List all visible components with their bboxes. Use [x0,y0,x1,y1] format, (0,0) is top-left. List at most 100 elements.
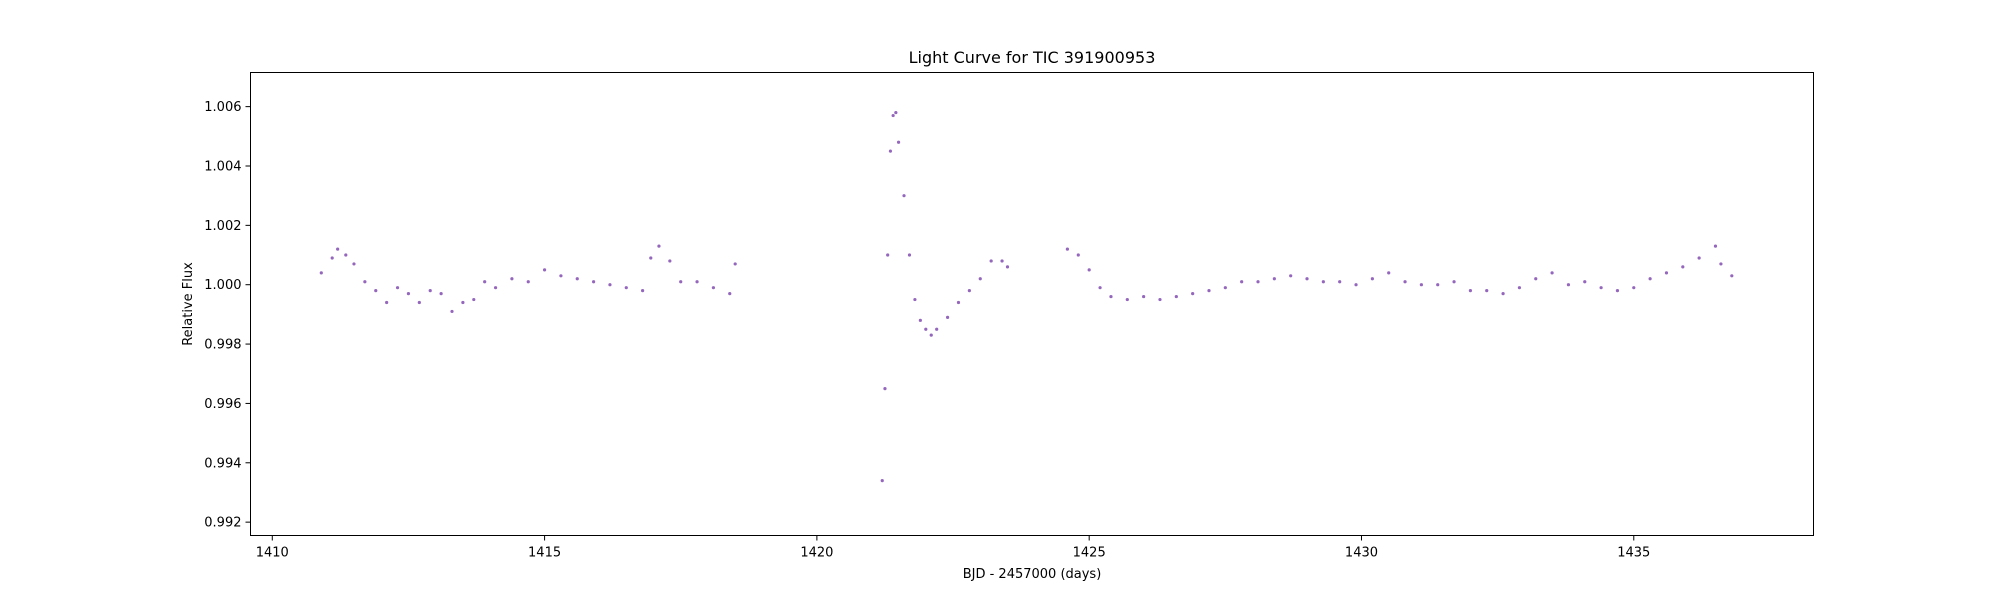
y-tick-label: 0.996 [204,397,241,412]
data-point [1087,268,1091,272]
data-point [1534,277,1538,281]
data-point [891,113,895,118]
data-point [526,280,530,284]
data-point [1305,277,1309,281]
data-point [880,478,884,483]
data-point [1452,280,1456,284]
data-point [711,286,716,290]
x-tick-label: 1435 [1617,546,1650,561]
data-point [1419,283,1423,287]
data-point [1005,265,1010,269]
data-point [1550,271,1554,275]
data-point [902,194,906,198]
data-point [336,247,340,251]
data-point [1125,297,1129,302]
data-point [1289,274,1293,278]
data-point [1338,280,1342,284]
plot-frame [250,72,1814,536]
data-point [510,277,514,281]
y-tick-label: 0.992 [204,516,241,531]
data-point [406,292,411,296]
data-point [1436,283,1440,287]
data-point [1354,283,1358,287]
data-point [967,289,971,293]
x-axis-label: BJD - 2457000 (days) [963,567,1102,582]
data-point [883,386,887,391]
data-point [385,300,389,305]
y-tick-label: 1.002 [204,219,241,234]
data-point [1076,253,1080,257]
data-point [1387,271,1391,275]
data-point [374,289,378,293]
y-tick-label: 1.006 [204,100,241,115]
data-point [641,289,645,293]
data-point [1191,292,1195,296]
data-point [1583,280,1587,284]
data-points [319,110,1734,483]
data-point [417,300,421,305]
data-point [1681,265,1685,269]
data-point [1158,297,1162,302]
data-point [1000,259,1004,263]
y-tick-label: 1.000 [204,278,241,293]
data-point [978,277,982,281]
data-point [668,259,672,263]
data-point [1697,256,1701,260]
data-point [428,289,432,293]
data-point [956,300,961,305]
data-point [918,318,922,322]
y-axis-ticks: 0.992 0.994 0.996 0.998 1.000 1.002 1.004 1.006 [204,100,251,531]
data-point [608,283,612,287]
data-point [649,256,653,260]
data-point [1240,280,1244,284]
x-tick-label: 1415 [528,546,561,561]
chart-title: Light Curve for TIC 391900953 [909,48,1156,67]
data-point [1174,294,1178,299]
data-point [929,333,933,337]
y-tick-label: 0.994 [204,456,241,471]
data-point [1517,286,1522,290]
data-point [1256,280,1260,284]
data-point [894,110,898,115]
data-point [907,253,912,257]
data-point [733,262,737,266]
x-tick-label: 1425 [1073,546,1106,561]
data-point [1370,277,1374,281]
data-point [1065,247,1069,251]
data-point [483,280,487,284]
data-point [1468,289,1472,293]
x-tick-label: 1410 [256,546,289,561]
data-point [344,253,348,257]
data-point [1664,271,1669,275]
y-tick-label: 1.004 [204,159,241,174]
x-tick-label: 1430 [1345,546,1378,561]
data-point [1632,286,1636,290]
data-point [559,274,563,278]
data-point [1599,286,1603,290]
data-point [1098,286,1102,290]
data-point [1713,244,1718,248]
data-point [1272,277,1276,281]
data-point [679,280,683,284]
data-point [472,297,476,302]
data-point [1207,289,1211,293]
data-point [695,280,699,284]
data-point [945,315,950,319]
data-point [493,286,498,290]
data-point [1730,274,1734,278]
data-point [1142,294,1146,299]
data-point [1615,289,1620,293]
data-point [989,259,993,263]
data-point [1648,277,1652,281]
data-point [657,244,661,248]
data-point [395,286,400,290]
y-tick-label: 0.998 [204,338,241,353]
data-point [1403,280,1407,284]
data-point [1719,262,1723,266]
data-point [352,262,356,266]
data-point [1501,292,1505,296]
data-point [896,140,901,144]
data-point [728,292,732,296]
